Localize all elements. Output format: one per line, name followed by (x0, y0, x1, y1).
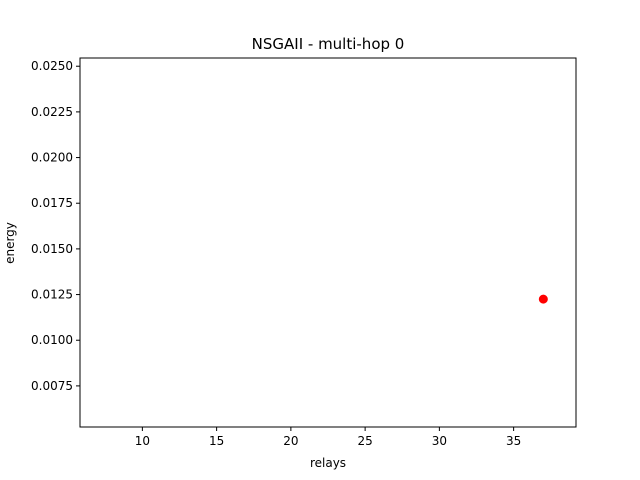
y-tick-label: 0.0100 (31, 333, 73, 347)
axis-ticks: 10 15 20 25 30 35 0.0075 0.0100 0.0125 0.0150 0.01… (31, 59, 521, 448)
y-tick-label: 0.0250 (31, 59, 73, 73)
x-tick-label: 15 (209, 434, 224, 448)
plot-area (79, 57, 577, 428)
y-tick-label: 0.0225 (31, 105, 73, 119)
y-tick-label: 0.0200 (31, 151, 73, 165)
x-tick-label: 35 (506, 434, 521, 448)
x-axis-label: relays (310, 456, 346, 470)
x-tick-label: 20 (283, 434, 298, 448)
y-tick-label: 0.0150 (31, 242, 73, 256)
y-axis-label: energy (3, 222, 17, 264)
data-points (538, 294, 548, 304)
x-tick-label: 30 (432, 434, 447, 448)
y-tick-label: 0.0125 (31, 288, 73, 302)
y-tick-label: 0.0175 (31, 196, 73, 210)
x-tick-label: 25 (357, 434, 372, 448)
y-tick-label: 0.0075 (31, 379, 73, 393)
chart-title: NSGAII - multi-hop 0 (252, 35, 405, 53)
x-tick-label: 10 (135, 434, 150, 448)
data-point (538, 294, 548, 304)
